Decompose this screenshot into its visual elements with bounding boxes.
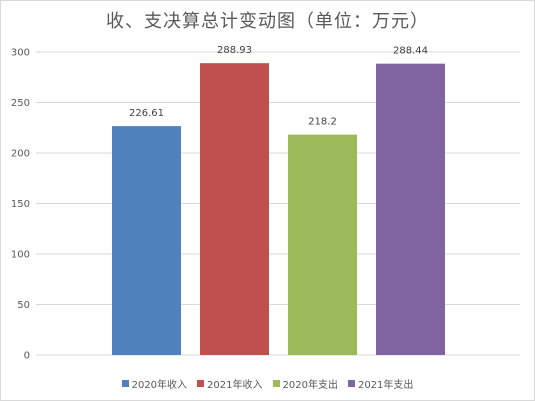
legend-item: 2020年支出 [272,376,338,391]
legend-label: 2020年支出 [282,380,338,391]
bar [112,126,181,355]
chart-title: 收、支决算总计变动图（单位：万元） [106,11,429,32]
bar-value-label: 218.2 [308,117,337,128]
legend-item: 2021年支出 [347,376,414,391]
y-tick-label: 50 [17,300,30,311]
legend-label: 2021年收入 [207,380,263,391]
legend-item: 2020年收入 [121,376,188,391]
legend-item: 2021年收入 [197,376,263,391]
y-tick-label: 100 [11,250,30,261]
legend-swatch [272,380,280,387]
bar-value-label: 226.61 [129,108,164,119]
legend-label: 2021年支出 [357,380,414,391]
bar [288,134,357,355]
legend-swatch [121,380,129,387]
y-tick-label: 250 [11,98,30,109]
y-tick-label: 300 [11,48,30,59]
bar-value-label: 288.44 [393,46,428,57]
bar [376,63,445,355]
bar [200,63,269,356]
legend-swatch [347,380,355,387]
legend-label: 2020年收入 [131,380,188,391]
chart-legend: 2020年收入 2021年收入 2020年支出 2021年支出 [0,376,535,391]
legend-swatch [197,380,205,387]
y-tick-label: 0 [24,351,30,362]
y-tick-label: 200 [11,149,30,160]
bar-value-label: 288.93 [217,45,252,56]
y-tick-label: 150 [11,199,30,210]
